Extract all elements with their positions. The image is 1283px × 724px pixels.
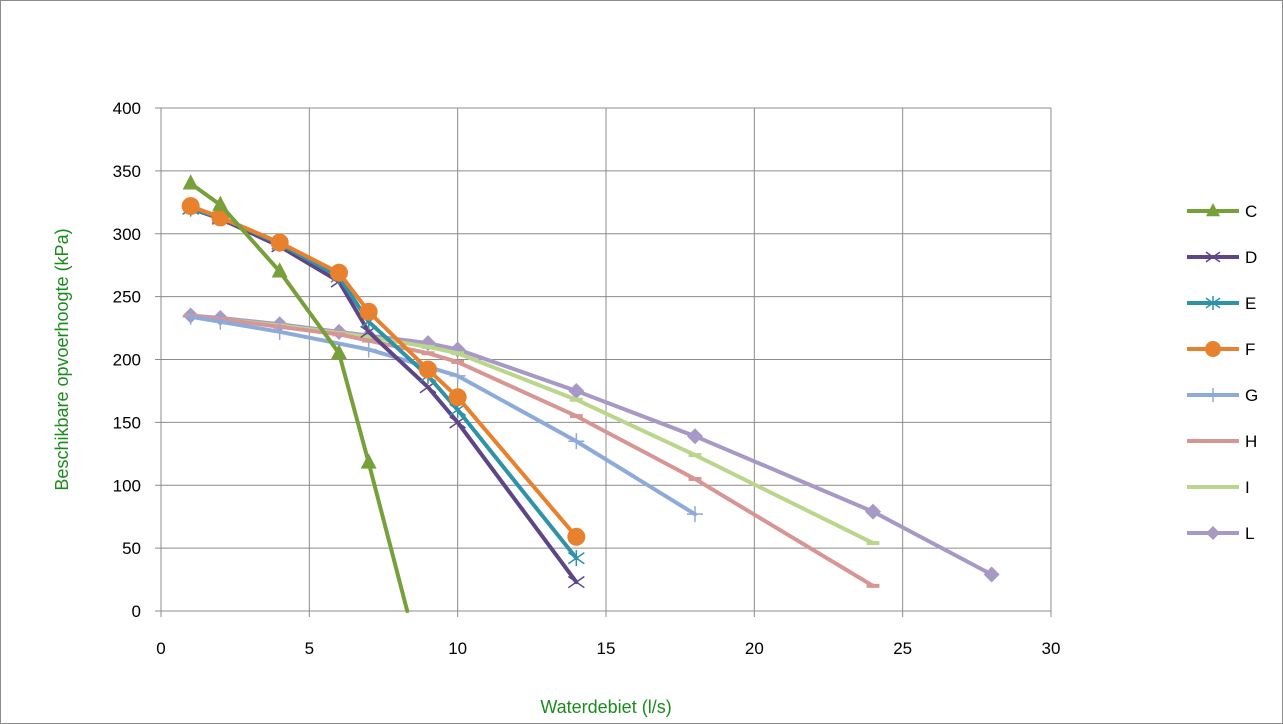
- legend-marker-C: [1206, 202, 1220, 217]
- data-point-G: [360, 341, 377, 358]
- legend-item-H: H: [1187, 432, 1257, 451]
- data-point-H: [569, 414, 583, 419]
- data-point-D: [567, 575, 585, 589]
- x-axis-title: Waterdebiet (l/s): [540, 697, 671, 717]
- data-point-F: [359, 302, 378, 321]
- data-point-I: [569, 397, 583, 402]
- data-point-G: [449, 367, 466, 384]
- data-point-F: [181, 197, 200, 216]
- series-line-I: [188, 313, 875, 546]
- data-point-F: [448, 388, 467, 407]
- legend-marker-G: [1206, 388, 1220, 402]
- data-point-G: [212, 313, 229, 330]
- data-point-L: [687, 428, 703, 445]
- data-point-I: [688, 453, 702, 458]
- data-point-I: [421, 344, 435, 349]
- data-point-H: [421, 351, 435, 356]
- legend-item-F: F: [1187, 340, 1255, 359]
- data-point-I: [866, 541, 880, 546]
- data-point-L: [983, 566, 1000, 583]
- data-point-F: [211, 208, 230, 227]
- legend-item-C: C: [1187, 202, 1257, 221]
- legend-item-E: E: [1187, 294, 1256, 313]
- legend-label-L: L: [1245, 524, 1254, 543]
- gridlines: [160, 107, 1052, 612]
- data-point-C: [212, 195, 229, 211]
- data-point-F: [330, 263, 348, 282]
- series-I: [184, 313, 880, 546]
- y-axis-title: Beschikbare opvoerhoogte (kPa): [52, 228, 72, 490]
- x-tick-label: 5: [305, 639, 314, 658]
- legend-marker-E: [1205, 296, 1221, 310]
- data-point-E: [567, 550, 585, 567]
- data-point-H: [362, 338, 376, 343]
- data-point-F: [567, 527, 586, 546]
- y-tick-label: 400: [113, 99, 141, 118]
- data-point-L: [568, 382, 585, 399]
- data-point-C: [360, 453, 377, 469]
- data-point-H: [332, 332, 346, 337]
- legend-label-D: D: [1245, 248, 1257, 267]
- data-point-C: [331, 344, 347, 360]
- data-point-H: [688, 476, 702, 481]
- legend-label-H: H: [1245, 432, 1257, 451]
- series-F: [181, 197, 586, 546]
- x-tick-label: 25: [893, 639, 912, 658]
- series-line-H: [188, 313, 875, 588]
- data-point-H: [866, 583, 880, 588]
- legend-label-G: G: [1245, 386, 1258, 405]
- y-tick-label: 50: [122, 539, 141, 558]
- x-tick-label: 30: [1042, 639, 1061, 658]
- series-G: [182, 308, 703, 523]
- y-tick-label: 300: [113, 225, 141, 244]
- legend-marker-L: [1206, 526, 1220, 540]
- y-tick-label: 0: [132, 602, 141, 621]
- legend-item-D: D: [1187, 248, 1257, 267]
- y-tick-label: 200: [113, 351, 141, 370]
- legend-marker-I: [1207, 485, 1219, 489]
- data-point-I: [451, 351, 465, 356]
- x-tick-label: 15: [597, 639, 616, 658]
- data-point-F: [419, 360, 437, 379]
- series-group: [181, 174, 1000, 613]
- data-point-C: [271, 262, 288, 278]
- legend: C D E F G H I L: [1187, 202, 1258, 543]
- data-point-G: [271, 323, 288, 340]
- data-point-G: [182, 308, 199, 325]
- legend-item-L: L: [1187, 524, 1254, 543]
- series-H: [184, 313, 880, 588]
- series-line-L: [188, 313, 994, 577]
- data-point-F: [270, 233, 289, 252]
- x-tick-label: 20: [745, 639, 764, 658]
- y-tick-label: 350: [113, 162, 141, 181]
- series-line-C: [188, 181, 410, 613]
- legend-marker-F: [1205, 341, 1221, 357]
- y-tick-label: 250: [113, 288, 141, 307]
- legend-marker-D: [1205, 251, 1221, 263]
- series-D: [182, 202, 585, 589]
- legend-item-G: G: [1187, 386, 1258, 405]
- legend-label-F: F: [1245, 340, 1255, 359]
- x-tick-label: 0: [156, 639, 165, 658]
- y-tick-label: 100: [113, 476, 141, 495]
- legend-label-I: I: [1245, 478, 1250, 497]
- legend-label-C: C: [1245, 202, 1257, 221]
- legend-label-E: E: [1245, 294, 1256, 313]
- x-tick-label: 10: [448, 639, 467, 658]
- axes: 0 50 100 150 200 250 300 350 400 0 5 10 15 20 25 30: [113, 99, 1061, 658]
- legend-marker-H: [1207, 439, 1219, 443]
- data-point-L: [865, 503, 881, 520]
- data-point-H: [451, 360, 465, 365]
- data-point-I: [362, 334, 376, 339]
- data-point-G: [568, 433, 585, 450]
- series-C: [182, 174, 410, 613]
- y-tick-label: 150: [113, 413, 141, 432]
- legend-item-I: I: [1187, 478, 1250, 497]
- data-point-C: [182, 174, 199, 190]
- data-point-G: [687, 506, 703, 523]
